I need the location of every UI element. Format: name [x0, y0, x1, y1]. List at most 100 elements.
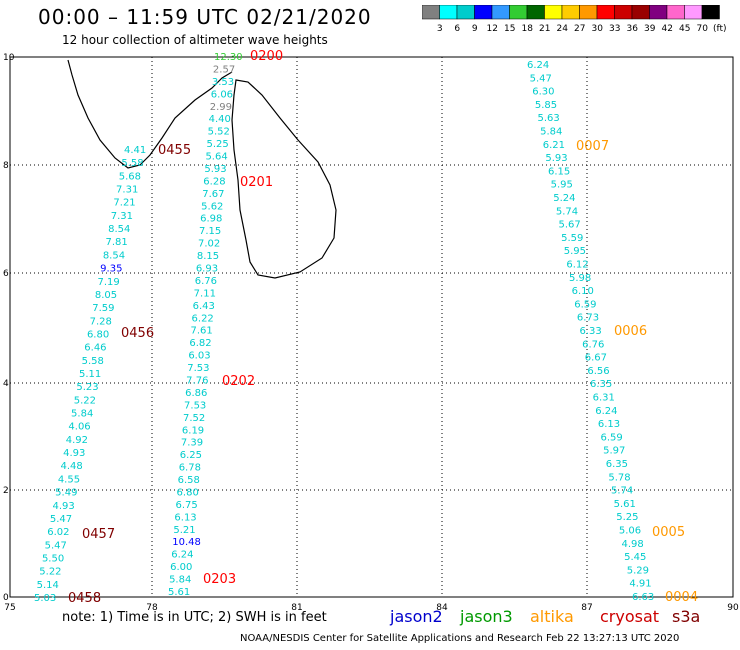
wave-height-value: 5.11 [79, 369, 101, 380]
wave-height-value: 6.46 [84, 343, 106, 354]
wave-height-value: 6.73 [577, 313, 599, 324]
wave-height-value: 8.54 [108, 224, 130, 235]
units-note: note: 1) Time is in UTC; 2) SWH is in fe… [62, 610, 327, 625]
wave-height-value: 6.24 [595, 406, 617, 417]
x-tick-label: 90 [727, 603, 739, 613]
wave-height-value: 5.47 [530, 73, 552, 84]
wave-height-value: 5.63 [538, 113, 560, 124]
x-tick-label: 84 [436, 603, 448, 613]
wave-height-value: 7.15 [199, 226, 221, 237]
wave-height-value: 5.84 [71, 409, 93, 420]
wave-height-value: 5.61 [614, 499, 636, 510]
wave-height-value: 4.40 [209, 114, 231, 125]
wave-height-value: 5.61 [168, 587, 190, 598]
map-frame [9, 56, 734, 598]
colorbar-label: 36 [627, 24, 639, 33]
wave-height-value: 5.67 [559, 220, 581, 231]
wave-height-value: 2.57 [213, 64, 235, 75]
wave-height-value: 7.31 [111, 211, 133, 222]
wave-height-value: 7.59 [92, 303, 114, 314]
wave-height-value: 4.55 [58, 474, 80, 485]
wave-height-value: 6.02 [47, 527, 69, 538]
y-tick-label: 2 [3, 486, 9, 496]
pass-time-label: 0006 [614, 324, 647, 339]
colorbar-label: 18 [522, 24, 534, 33]
wave-height-value: 8.54 [103, 250, 125, 261]
wave-height-value: 5.98 [569, 273, 591, 284]
map-title: 00:00 – 11:59 UTC 02/21/2020 [38, 5, 372, 29]
y-tick-label: 10 [3, 53, 15, 63]
credit-line: NOAA/NESDIS Center for Satellite Applica… [240, 633, 680, 644]
x-tick-label: 87 [581, 603, 592, 613]
colorbar-label: (ft) [713, 24, 727, 33]
sri-lanka-coastline [231, 79, 337, 279]
wave-height-value: 5.97 [603, 446, 625, 457]
wave-height-value: 7.76 [186, 375, 208, 386]
wave-height-value: 6.30 [532, 87, 554, 98]
colorbar-label: 27 [574, 24, 585, 33]
wave-height-value: 6.76 [195, 276, 217, 287]
wave-height-value: 5.21 [173, 525, 195, 536]
wave-height-value: 5.62 [201, 201, 223, 212]
wave-height-value: 6.59 [601, 432, 623, 443]
x-tick-label: 75 [4, 603, 15, 613]
y-tick-label: 0 [3, 593, 9, 603]
wave-height-value: 7.02 [198, 239, 220, 250]
map-subtitle: 12 hour collection of altimeter wave hei… [62, 33, 328, 47]
pass-time-label: 0203 [203, 572, 236, 587]
wave-height-value: 4.93 [63, 448, 85, 459]
pass-time-label: 0004 [665, 590, 698, 605]
wave-height-value: 6.28 [203, 176, 225, 187]
wave-height-value: 6.13 [174, 512, 196, 523]
colorbar-label: 21 [539, 24, 550, 33]
wave-height-value: 6.80 [87, 329, 109, 340]
wave-height-value: 5.06 [619, 526, 641, 537]
wave-height-value: 7.61 [190, 326, 212, 337]
legend-s3a: s3a [672, 607, 701, 626]
x-tick-label: 78 [146, 603, 158, 613]
colorbar-swatch [701, 5, 720, 20]
colorbar-label: 42 [662, 24, 673, 33]
colorbar-label: 6 [454, 24, 460, 33]
legend-jason3: jason3 [460, 607, 513, 626]
wave-height-value: 6.24 [171, 550, 193, 561]
legend-jason2: jason2 [390, 607, 443, 626]
wave-height-value: 4.48 [60, 461, 82, 472]
wave-height-value: 6.93 [196, 264, 218, 275]
wave-height-value: 7.53 [187, 363, 209, 374]
pass-time-label: 0200 [250, 49, 283, 64]
wave-height-value: 6.56 [587, 366, 609, 377]
legend-altika: altika [530, 607, 574, 626]
wave-height-value: 6.15 [548, 166, 570, 177]
wave-height-value: 6.67 [585, 353, 607, 364]
wave-height-value: 4.91 [629, 579, 651, 590]
wave-height-value: 5.58 [82, 356, 104, 367]
wave-height-value: 5.58 [121, 158, 143, 169]
wave-height-value: 6.78 [179, 463, 201, 474]
wave-height-value: 6.03 [188, 351, 210, 362]
wave-height-value: 5.24 [553, 193, 575, 204]
wave-height-value: 6.82 [189, 338, 211, 349]
colorbar-label: 30 [592, 24, 604, 33]
wave-height-value: 4.41 [124, 145, 146, 156]
wave-height-value: 7.53 [184, 400, 206, 411]
y-tick-label: 4 [3, 379, 9, 389]
colorbar-label: 9 [472, 24, 478, 33]
wave-height-value: 6.22 [192, 313, 214, 324]
pass-time-label: 0007 [576, 139, 609, 154]
wave-height-value: 7.19 [98, 277, 120, 288]
wave-height-value: 6.86 [185, 388, 207, 399]
wave-height-value: 6.43 [193, 301, 215, 312]
wave-height-value: 6.76 [582, 339, 604, 350]
wave-height-value: 5.25 [207, 139, 229, 150]
wave-height-value: 5.52 [208, 127, 230, 138]
wave-height-value: 5.03 [34, 593, 56, 604]
wave-height-value: 5.74 [611, 486, 633, 497]
colorbar-label: 33 [609, 24, 620, 33]
wave-height-value: 6.80 [177, 487, 199, 498]
wave-height-value: 7.39 [181, 438, 203, 449]
legend-cryosat: cryosat [600, 607, 660, 626]
wave-height-value: 5.47 [50, 514, 72, 525]
wave-height-value: 5.22 [39, 567, 61, 578]
